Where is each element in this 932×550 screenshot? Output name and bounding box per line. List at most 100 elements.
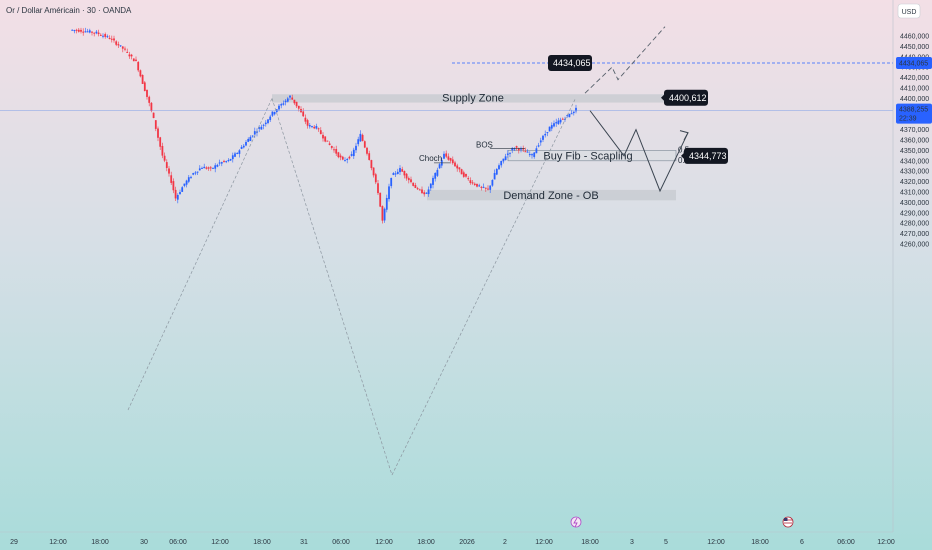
candle-body (326, 140, 329, 142)
candle-body (220, 162, 223, 164)
y-tick-label: 4280,000 (900, 221, 929, 228)
candle-body (333, 149, 335, 151)
candle-body (216, 164, 219, 167)
candle-body (394, 173, 397, 175)
candle-body (341, 156, 344, 160)
candle-body (467, 178, 470, 180)
demand-zone[interactable] (427, 189, 676, 201)
candle-body (104, 34, 107, 37)
candle-body (491, 179, 494, 186)
current-price-badge (896, 103, 932, 124)
candle-body (438, 164, 441, 169)
candle-body (251, 135, 254, 137)
target-axis-badge (896, 56, 932, 69)
candle-body (526, 151, 529, 153)
candle-body (524, 151, 527, 153)
candle-body (95, 31, 98, 34)
candle-body (559, 119, 562, 123)
candle-body (528, 154, 531, 156)
candle-body (82, 31, 85, 33)
trend-line-1[interactable] (127, 98, 273, 411)
candle-body (234, 153, 236, 157)
candle-body (205, 167, 208, 169)
target-price-box (548, 54, 592, 71)
candle-body (390, 177, 393, 187)
currency-label: USD (902, 9, 917, 16)
symbol-title: Or / Dollar Américain · 30 · OANDA (6, 6, 132, 15)
candle-body (203, 166, 206, 169)
candle-body (537, 145, 540, 147)
candle-body (511, 148, 514, 151)
candle-body (260, 126, 263, 130)
candle-body (568, 113, 571, 118)
candle-body (471, 182, 474, 184)
candle-body (403, 170, 406, 176)
x-tick-label: 06:00 (837, 539, 855, 546)
supply-zone[interactable] (272, 94, 676, 103)
candle-body (396, 171, 399, 175)
x-tick-label: 12:00 (49, 539, 67, 546)
candle-body (238, 150, 241, 154)
candle-body (124, 48, 126, 50)
target-price-label: 4434,065 (553, 58, 591, 68)
candle-body (352, 149, 355, 157)
y-tick-label: 4370,000 (900, 127, 929, 134)
target-projection[interactable] (584, 26, 666, 94)
candle-body (157, 128, 159, 138)
candle-body (192, 173, 195, 175)
y-tick-label: 4270,000 (900, 231, 929, 238)
candle-body (361, 134, 364, 141)
time-axis[interactable]: 29 12:00 18:00 30 06:00 12:00 18:00 31 06:00 12:0… (0, 531, 895, 546)
event-markers[interactable] (570, 516, 794, 528)
candle-body (392, 173, 395, 175)
supply-zone-label: Supply Zone (442, 92, 504, 104)
candle-body (176, 195, 179, 200)
candle-body (284, 100, 287, 103)
candle-body (240, 146, 243, 149)
candle-body (548, 126, 551, 132)
candle-body (515, 146, 518, 148)
candle-body (495, 168, 498, 175)
supply-price-box (664, 89, 708, 106)
candle-body (335, 148, 338, 154)
candle-body (366, 147, 368, 154)
candle-body (91, 31, 93, 33)
target-axis-label: 4434,065 (899, 60, 928, 67)
candle-body (264, 122, 267, 125)
x-tick-label: 18:00 (751, 539, 769, 546)
candle-body (231, 155, 234, 160)
candle-body (357, 139, 360, 145)
candle-body (73, 30, 76, 32)
candle-body (570, 113, 573, 115)
fib-price-box (684, 147, 728, 164)
candle-body (154, 120, 157, 129)
candle-body (141, 74, 144, 84)
candle-body (500, 160, 503, 166)
event-lightning-icon[interactable] (570, 516, 582, 528)
candle-body (520, 148, 522, 150)
candle-body (509, 152, 511, 154)
candle-body (207, 167, 210, 169)
y-tick-label: 4410,000 (900, 86, 929, 93)
candle-body (421, 189, 423, 194)
candle-body (181, 187, 184, 192)
candle-body (289, 95, 291, 98)
currency-badge[interactable] (897, 3, 921, 19)
candle-body (460, 169, 463, 175)
candle-body (432, 177, 434, 185)
candle-body (502, 158, 505, 162)
candle-body (256, 131, 258, 133)
price-projection[interactable] (589, 110, 689, 193)
price-axis[interactable]: 4460,0004450,0004440,0004430,0004420,000… (892, 0, 929, 532)
candle-body (201, 167, 203, 169)
candle-body (434, 172, 437, 179)
trend-line-2[interactable] (271, 98, 393, 476)
candle-body (410, 179, 412, 183)
candle-body (262, 124, 265, 126)
candle-body (418, 189, 421, 191)
candle-body (71, 29, 74, 31)
candle-body (412, 182, 415, 186)
candle-body (539, 140, 542, 143)
